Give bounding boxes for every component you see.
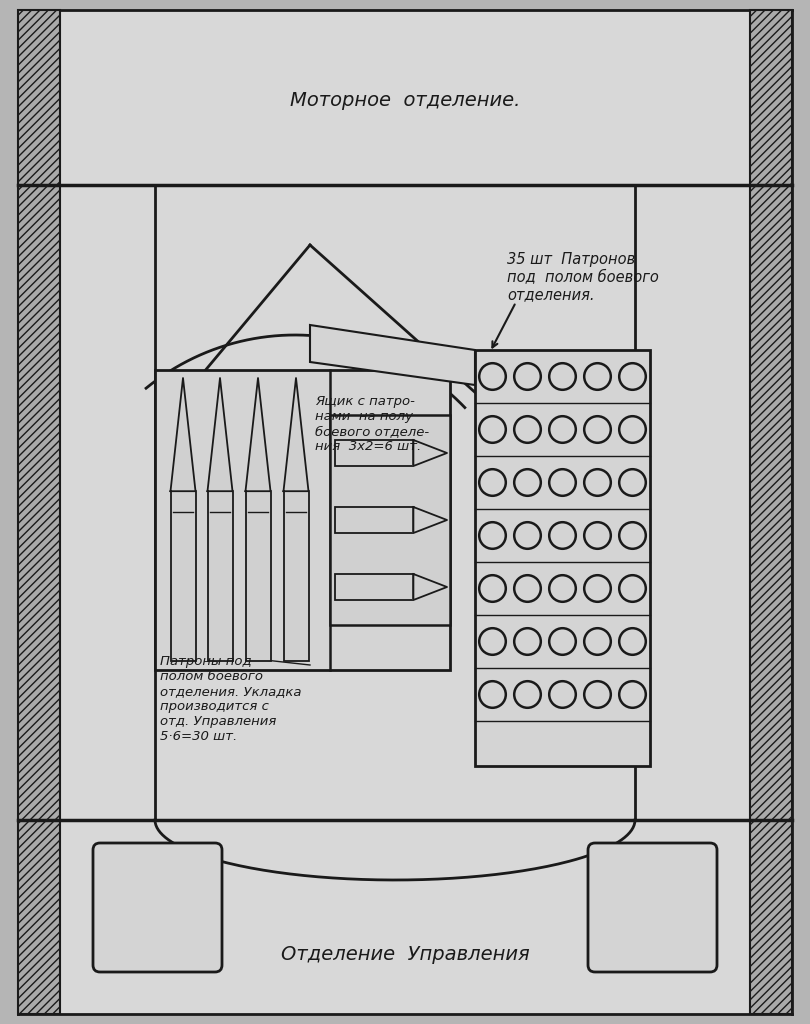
Bar <box>335 440 413 466</box>
Text: Моторное  отделение.: Моторное отделение. <box>290 90 520 110</box>
Bar <box>207 492 232 662</box>
FancyBboxPatch shape <box>588 843 717 972</box>
Bar <box>18 10 60 1014</box>
Polygon shape <box>284 378 309 492</box>
Bar <box>335 507 413 534</box>
Bar <box>170 492 195 662</box>
Polygon shape <box>413 574 447 600</box>
Polygon shape <box>310 325 475 385</box>
Polygon shape <box>170 378 195 492</box>
Polygon shape <box>207 378 232 492</box>
Bar <box>750 10 792 1014</box>
Polygon shape <box>413 440 447 466</box>
Bar <box>284 492 309 662</box>
Bar <box>335 574 413 600</box>
Polygon shape <box>413 507 447 534</box>
FancyBboxPatch shape <box>93 843 222 972</box>
Text: Отделение  Управления: Отделение Управления <box>280 945 530 965</box>
Bar <box>330 415 450 625</box>
Text: Патроны под
полом боевого
отделения. Укладка
производится с
отд. Управления
5·6=: Патроны под полом боевого отделения. Укл… <box>160 655 301 743</box>
Bar <box>245 492 271 662</box>
Text: Ящик с патро-
нами  на полу
боевого отделе-
ния  3х2=6 шт.: Ящик с патро- нами на полу боевого отдел… <box>315 395 429 453</box>
Bar <box>155 370 450 670</box>
Text: 35 шт  Патронов
под  полом боевого
отделения.: 35 шт Патронов под полом боевого отделен… <box>507 252 659 302</box>
Polygon shape <box>245 378 271 492</box>
Bar <box>475 350 650 766</box>
